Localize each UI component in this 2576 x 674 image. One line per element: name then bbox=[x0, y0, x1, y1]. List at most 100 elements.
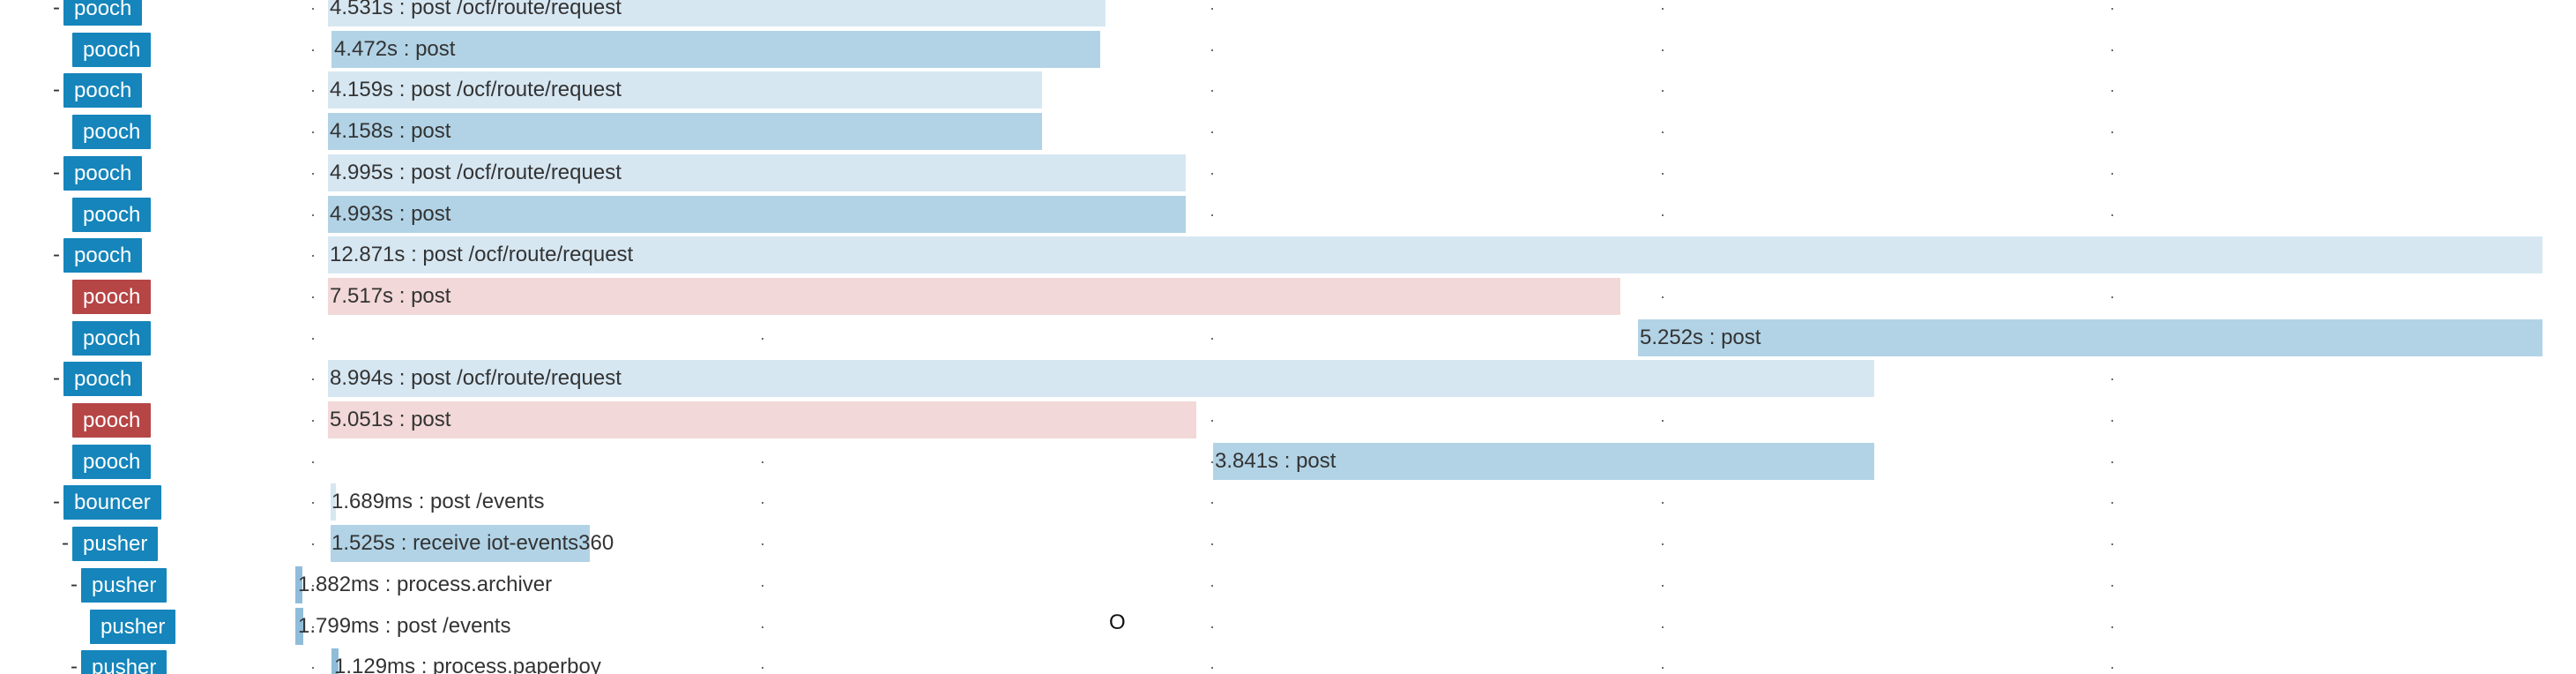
tick-dot: · bbox=[1210, 658, 1215, 674]
service-badge[interactable]: pooch bbox=[63, 362, 143, 397]
span-row[interactable]: -pooch·····12.871s : post /ocf/route/req… bbox=[0, 235, 2576, 276]
tick-dot: · bbox=[2110, 452, 2115, 470]
service-badge[interactable]: bouncer bbox=[63, 485, 161, 520]
tick-dot: · bbox=[2110, 575, 2115, 594]
span-row[interactable]: - pusher · · · · · 1.129ms : process.paperboy bbox=[0, 647, 2576, 674]
span-duration-bar[interactable] bbox=[328, 71, 1042, 109]
tick-dot: · bbox=[1210, 123, 1215, 141]
tick-dot: · bbox=[1660, 411, 1665, 429]
tick-dot: · bbox=[1210, 411, 1215, 429]
span-duration-bar[interactable] bbox=[331, 483, 336, 521]
span-label: 1.799ms : post /events bbox=[298, 613, 511, 638]
span-label: 5.252s : post bbox=[1640, 325, 1761, 349]
span-duration-bar[interactable] bbox=[328, 236, 2542, 274]
service-badge[interactable]: pooch bbox=[72, 197, 152, 232]
tick-dot: · bbox=[1210, 205, 1215, 223]
span-row[interactable]: -pooch·····8.994s : post /ocf/route/requ… bbox=[0, 358, 2576, 400]
tick-dot: · bbox=[1210, 535, 1215, 553]
span-duration-bar[interactable] bbox=[295, 565, 302, 603]
span-duration-bar[interactable] bbox=[328, 360, 1874, 398]
span-row[interactable]: pooch·····4.158s : post bbox=[0, 111, 2576, 153]
tick-dot: · bbox=[1660, 123, 1665, 141]
tick-dot: · bbox=[310, 0, 316, 17]
span-duration-bar[interactable] bbox=[328, 0, 1106, 26]
span-duration-bar[interactable] bbox=[1213, 442, 1874, 480]
collapse-toggle[interactable]: - bbox=[71, 572, 78, 596]
tick-dot: · bbox=[310, 163, 316, 182]
span-row[interactable]: -pooch·····4.531s : post /ocf/route/requ… bbox=[0, 0, 2576, 29]
span-duration-bar[interactable] bbox=[331, 525, 590, 563]
collapse-toggle[interactable]: - bbox=[53, 366, 60, 391]
tick-dot: · bbox=[310, 493, 316, 512]
span-label: 1.689ms : post /events bbox=[331, 490, 545, 514]
tick-dot: · bbox=[310, 452, 316, 470]
service-badge[interactable]: pooch bbox=[63, 155, 143, 191]
tick-dot: · bbox=[760, 617, 765, 635]
span-row[interactable]: -pooch·····4.159s : post /ocf/route/requ… bbox=[0, 70, 2576, 111]
tick-dot: · bbox=[2110, 40, 2115, 58]
span-row[interactable]: pooch·····7.517s : post bbox=[0, 276, 2576, 318]
tick-dot: · bbox=[1210, 81, 1215, 100]
collapse-toggle[interactable]: - bbox=[53, 243, 60, 267]
tick-dot: · bbox=[2110, 535, 2115, 553]
service-badge[interactable]: pooch bbox=[72, 320, 152, 356]
span-row[interactable]: pooch·····5.051s : post bbox=[0, 400, 2576, 441]
span-label: 1.882ms : process.archiver bbox=[298, 572, 553, 596]
tick-dot: · bbox=[2110, 123, 2115, 141]
span-row[interactable]: - pusher · · · · · 1.525s : receive iot-events3… bbox=[0, 523, 2576, 565]
span-label: 3.841s : post bbox=[1215, 448, 1336, 473]
span-label: 1.129ms : process.paperboy bbox=[334, 655, 601, 674]
span-label: 1.525s : receive iot-events360 bbox=[331, 531, 614, 556]
tick-dot: · bbox=[2110, 658, 2115, 674]
tick-dot: · bbox=[1210, 493, 1215, 512]
tick-dot: · bbox=[1660, 81, 1665, 100]
tick-dot: · bbox=[1660, 163, 1665, 182]
tick-dot: · bbox=[1210, 575, 1215, 594]
span-row[interactable]: -pooch·····4.995s : post /ocf/route/requ… bbox=[0, 153, 2576, 194]
tick-dot: · bbox=[2110, 205, 2115, 223]
collapse-toggle[interactable]: - bbox=[62, 531, 69, 556]
service-badge[interactable]: pusher bbox=[81, 650, 168, 674]
tick-dot: · bbox=[1660, 40, 1665, 58]
service-badge[interactable]: pooch bbox=[72, 115, 152, 150]
span-duration-bar[interactable] bbox=[328, 154, 1186, 191]
service-badge[interactable]: pooch bbox=[72, 279, 152, 314]
span-duration-bar[interactable] bbox=[328, 113, 1042, 151]
collapse-toggle[interactable]: - bbox=[53, 0, 60, 19]
span-duration-bar[interactable] bbox=[1638, 318, 2542, 356]
span-duration-bar[interactable] bbox=[328, 195, 1186, 233]
service-badge[interactable]: pusher bbox=[81, 567, 168, 603]
span-row[interactable]: pooch·····3.841s : post bbox=[0, 441, 2576, 483]
span-label: 4.531s : post /ocf/route/request bbox=[330, 0, 622, 19]
service-badge[interactable]: pooch bbox=[72, 444, 152, 479]
span-row[interactable]: pusher · · · · · 1.799ms : post /events bbox=[0, 606, 2576, 648]
service-badge[interactable]: pooch bbox=[72, 32, 152, 67]
span-row[interactable]: pooch·····4.472s : post bbox=[0, 29, 2576, 71]
collapse-toggle[interactable]: - bbox=[71, 655, 78, 674]
span-duration-bar[interactable] bbox=[331, 30, 1100, 68]
collapse-toggle[interactable]: - bbox=[53, 490, 60, 514]
span-duration-bar[interactable] bbox=[295, 607, 303, 645]
service-badge[interactable]: pooch bbox=[63, 238, 143, 273]
tick-dot: · bbox=[310, 370, 316, 388]
span-label: 4.993s : post bbox=[330, 201, 451, 226]
service-badge[interactable]: pusher bbox=[72, 527, 159, 562]
span-duration-bar[interactable] bbox=[331, 648, 339, 674]
collapse-toggle[interactable]: - bbox=[53, 78, 60, 102]
span-row[interactable]: pooch·····4.993s : post bbox=[0, 194, 2576, 236]
collapse-toggle[interactable]: - bbox=[53, 160, 60, 184]
span-row[interactable]: pooch·····5.252s : post bbox=[0, 318, 2576, 359]
tick-dot: · bbox=[1210, 452, 1215, 470]
span-label: 5.051s : post bbox=[330, 408, 451, 431]
span-label: 8.994s : post /ocf/route/request bbox=[330, 366, 622, 391]
span-duration-bar[interactable] bbox=[328, 277, 1620, 315]
span-row[interactable]: - bouncer · · · · · 1.689ms : post /events bbox=[0, 482, 2576, 523]
span-duration-bar[interactable] bbox=[328, 401, 1196, 438]
service-badge[interactable]: pooch bbox=[72, 403, 152, 438]
span-row[interactable]: - pusher · · · · · 1.882ms : process.archiver bbox=[0, 565, 2576, 606]
service-badge[interactable]: pooch bbox=[63, 0, 143, 26]
service-badge[interactable]: pooch bbox=[63, 73, 143, 109]
service-badge[interactable]: pusher bbox=[90, 609, 176, 644]
tick-dot: · bbox=[760, 658, 765, 674]
tick-dot: · bbox=[1210, 40, 1215, 58]
